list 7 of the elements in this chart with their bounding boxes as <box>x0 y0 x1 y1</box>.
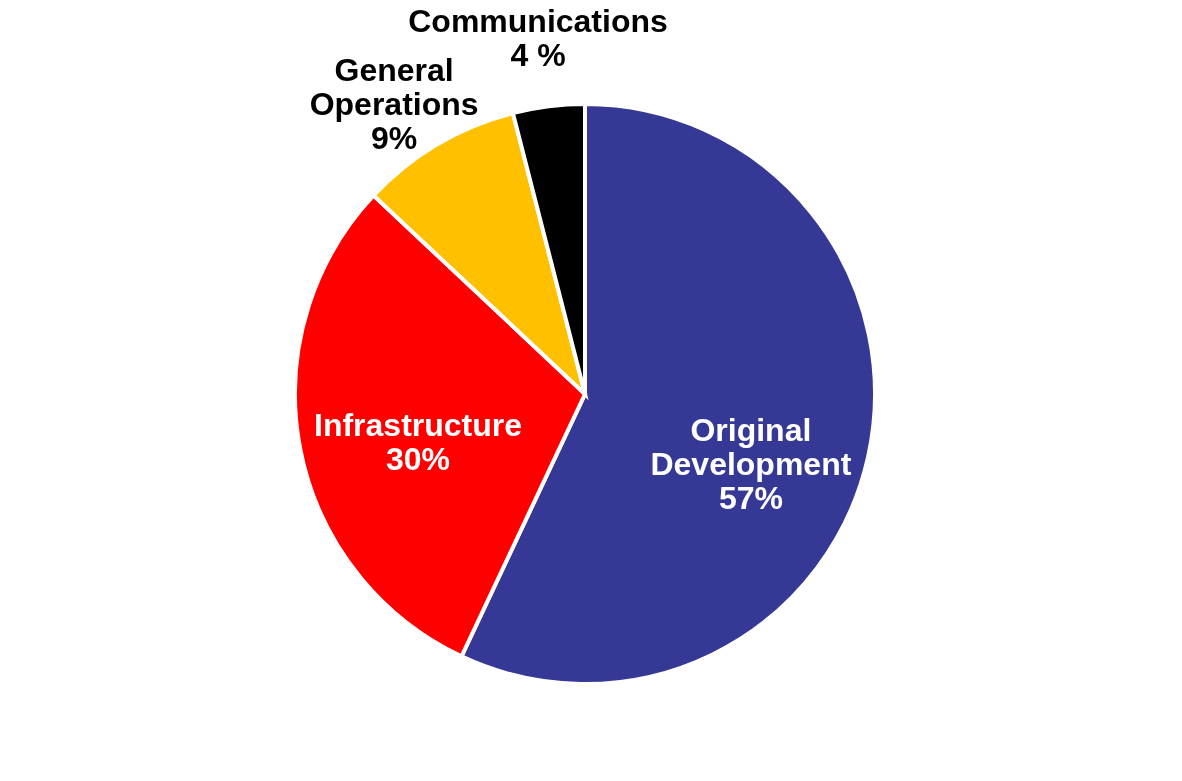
data-label: 30% <box>385 440 451 477</box>
slice-label: Original Development <box>650 412 852 483</box>
slice-label: Infrastructure <box>313 406 523 443</box>
data-label: 9% <box>370 120 418 157</box>
slice-label: General Operations <box>309 52 479 123</box>
data-label: 4 % <box>510 36 566 73</box>
slice-label: Communications <box>408 2 668 39</box>
